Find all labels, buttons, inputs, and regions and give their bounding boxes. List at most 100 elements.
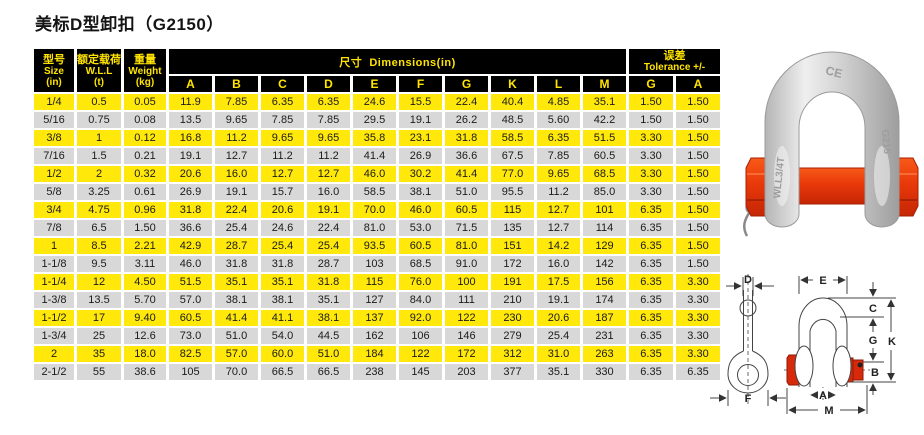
cell: 66.5 xyxy=(307,364,350,380)
cell: 12.7 xyxy=(261,166,304,182)
cell: 3.30 xyxy=(629,184,673,200)
cell: 22.4 xyxy=(445,94,488,110)
cell: 1.50 xyxy=(629,112,673,128)
cell: 11.2 xyxy=(261,148,304,164)
cell: 31.0 xyxy=(537,346,580,362)
cell: 15.7 xyxy=(261,184,304,200)
cell: 35.1 xyxy=(537,364,580,380)
cell: 115 xyxy=(353,274,396,290)
cell: 41.4 xyxy=(353,148,396,164)
cell: 30.2 xyxy=(399,166,442,182)
cell: 1 xyxy=(34,238,74,254)
dimension-diagram: D F E C G K B A M xyxy=(710,274,896,417)
cell: 3.30 xyxy=(629,130,673,146)
cell: 16.8 xyxy=(169,130,212,146)
table-row: 3/8 1 0.12 16.8 11.2 9.65 9.65 35.8 23.1 31.8 58.5… xyxy=(34,130,720,146)
cell: 51.0 xyxy=(307,346,350,362)
cell: 3.30 xyxy=(676,292,720,308)
cell: 1 xyxy=(77,130,121,146)
cell: 73.0 xyxy=(169,328,212,344)
cell: 38.1 xyxy=(261,292,304,308)
table-row: 3/4 4.75 0.96 31.8 22.4 20.6 19.1 70.0 46.0 60.5 1… xyxy=(34,202,720,218)
cell: 55 xyxy=(77,364,121,380)
cell: 0.5 xyxy=(77,94,121,110)
cell: 122 xyxy=(445,310,488,326)
cell: 57.0 xyxy=(215,346,258,362)
cell: 22.4 xyxy=(307,220,350,236)
cell: 1.50 xyxy=(676,220,720,236)
cell: 57.0 xyxy=(169,292,212,308)
header-wll: 额定载荷 W.L.L (t) xyxy=(77,49,121,92)
cell: 41.4 xyxy=(445,166,488,182)
cell: 38.6 xyxy=(124,364,166,380)
cell: 38.1 xyxy=(307,310,350,326)
cell: 19.1 xyxy=(537,292,580,308)
cell: 0.05 xyxy=(124,94,166,110)
cell: 135 xyxy=(491,220,534,236)
cell: 0.12 xyxy=(124,130,166,146)
pin-boss-right xyxy=(832,345,852,387)
cell: 106 xyxy=(399,328,442,344)
cell: 84.0 xyxy=(399,292,442,308)
cell: 29.5 xyxy=(353,112,396,128)
cell: 3/8 xyxy=(34,130,74,146)
cell: 2 xyxy=(34,346,74,362)
cell: 85.0 xyxy=(583,184,626,200)
table-row: 1-3/8 13.5 5.70 57.0 38.1 38.1 35.1 127 84.0 111 2… xyxy=(34,292,720,308)
cell: 42.9 xyxy=(169,238,212,254)
cell: 6.35 xyxy=(629,364,673,380)
cell: 9.65 xyxy=(215,112,258,128)
cell: 203 xyxy=(445,364,488,380)
cell: 16.0 xyxy=(307,184,350,200)
header-tolerance: 误差 Tolerance +/- xyxy=(629,49,720,74)
cell: 91.0 xyxy=(445,256,488,272)
bow-inner xyxy=(809,318,837,387)
cell: 6.35 xyxy=(261,94,304,110)
cell: 41.4 xyxy=(215,310,258,326)
cell: 279 xyxy=(491,328,534,344)
cell: 3.25 xyxy=(77,184,121,200)
pin-eye xyxy=(727,350,769,394)
cell: 38.1 xyxy=(399,184,442,200)
cell: 19.1 xyxy=(215,184,258,200)
cell: 210 xyxy=(491,292,534,308)
cell: 101 xyxy=(583,202,626,218)
pin-boss-left xyxy=(794,345,814,387)
col-L: L xyxy=(537,76,580,92)
cell: 81.0 xyxy=(353,220,396,236)
cell: 5.60 xyxy=(537,112,580,128)
cell: 48.5 xyxy=(491,112,534,128)
cell: 6.35 xyxy=(629,292,673,308)
cell: 28.7 xyxy=(307,256,350,272)
cell: 35.1 xyxy=(307,292,350,308)
wll-marking: WLL3/4T xyxy=(772,156,787,199)
cell: 20.6 xyxy=(261,202,304,218)
cell: 6.35 xyxy=(307,94,350,110)
cell: 4.50 xyxy=(124,274,166,290)
cell: 20.6 xyxy=(169,166,212,182)
cell: 1-1/8 xyxy=(34,256,74,272)
cell: 129 xyxy=(583,238,626,254)
table-row: 1-3/4 25 12.6 73.0 51.0 54.0 44.5 162 106 146 279 2… xyxy=(34,328,720,344)
cell: 1.50 xyxy=(124,220,166,236)
col-A: A xyxy=(169,76,212,92)
cell: 142 xyxy=(583,256,626,272)
col-tol-G: G xyxy=(629,76,673,92)
cell: 263 xyxy=(583,346,626,362)
cell: 68.5 xyxy=(399,256,442,272)
cell: 51.5 xyxy=(583,130,626,146)
cell: 9.65 xyxy=(537,166,580,182)
cell: 191 xyxy=(491,274,534,290)
cell: 6.35 xyxy=(537,130,580,146)
shackle-photo: CE WLL3/4T G215 xyxy=(742,51,919,237)
table-row: 7/16 1.5 0.21 19.1 12.7 11.2 11.2 41.4 26.9 36.6 6… xyxy=(34,148,720,164)
header-weight: 重量 Weight (kg) xyxy=(124,49,166,92)
col-M: M xyxy=(583,76,626,92)
cell: 51.5 xyxy=(169,274,212,290)
cell: 184 xyxy=(353,346,396,362)
cell: 7/16 xyxy=(34,148,74,164)
cell: 6.35 xyxy=(629,238,673,254)
cell: 238 xyxy=(353,364,396,380)
cell: 1/4 xyxy=(34,94,74,110)
cell: 60.5 xyxy=(169,310,212,326)
